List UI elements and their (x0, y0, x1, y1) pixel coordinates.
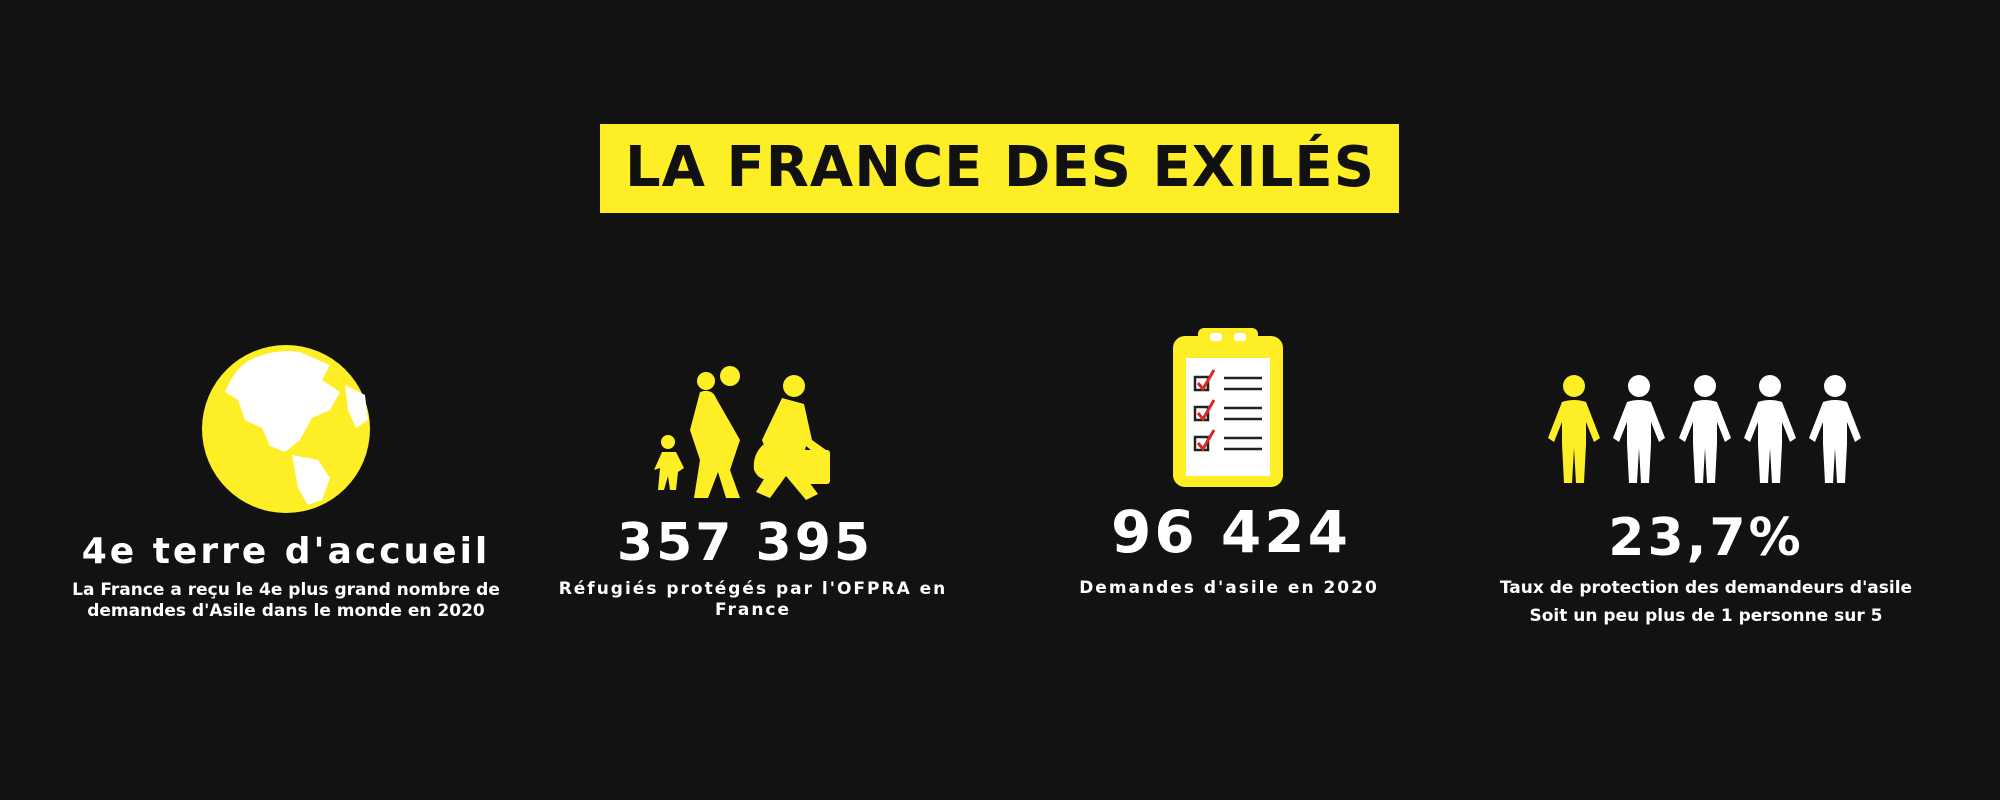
stat-label: Taux de protection des demandeurs d'asil… (1500, 578, 1912, 598)
stat-label: Réfugiés protégés par l'OFPRA en (559, 579, 948, 599)
globe-icon (202, 345, 370, 513)
stat-label: France (715, 600, 791, 620)
stat-value: 357 395 (617, 513, 873, 573)
stat-value: 96 424 (1111, 498, 1351, 566)
stat-value: 4e terre d'accueil (82, 531, 491, 572)
people-icon (1548, 375, 1861, 483)
refugees-icon (654, 366, 830, 500)
stat-value: 23,7% (1608, 508, 1803, 568)
stat-label: Demandes d'asile en 2020 (1079, 578, 1379, 598)
title: LA FRANCE DES EXILÉS (625, 134, 1375, 200)
stat-label: Soit un peu plus de 1 personne sur 5 (1529, 606, 1882, 626)
clipboard-icon (1173, 328, 1283, 487)
title-box (600, 124, 1399, 213)
stat-label: La France a reçu le 4e plus grand nombre… (72, 580, 500, 600)
stat-label: demandes d'Asile dans le monde en 2020 (87, 601, 485, 621)
